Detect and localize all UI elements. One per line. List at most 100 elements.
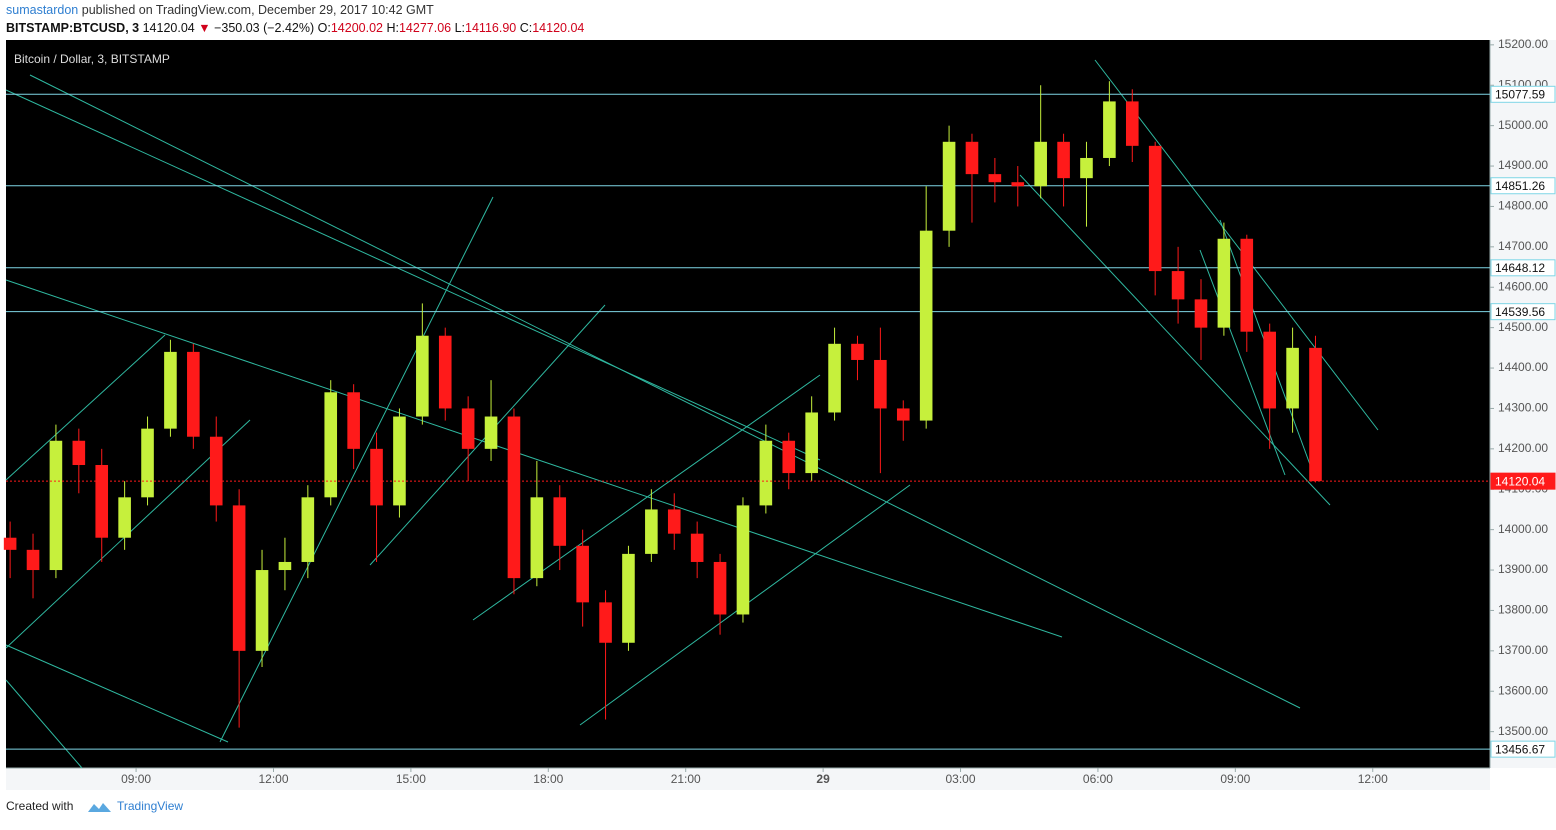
candle-body	[759, 440, 773, 506]
candle-body	[1286, 347, 1299, 409]
candle-body	[1263, 331, 1276, 409]
candle-body	[278, 561, 292, 571]
tradingview-link[interactable]: TradingView	[117, 799, 183, 813]
candle-body	[416, 335, 429, 417]
y-tick-label: 14800.00	[1498, 199, 1548, 213]
o-label: O:	[318, 21, 331, 35]
candle-body	[576, 545, 589, 603]
candle-body	[507, 416, 521, 579]
candle-body	[301, 497, 315, 562]
price-level-tag	[1490, 177, 1556, 195]
y-tick-label: 15000.00	[1498, 118, 1548, 132]
last: 14120.04	[143, 21, 195, 35]
change: −350.03 (−2.42%)	[214, 21, 314, 35]
candle-body	[1103, 101, 1116, 158]
y-tick-label: 13800.00	[1498, 603, 1548, 617]
candle-body	[690, 533, 704, 562]
candle-body	[1148, 145, 1162, 272]
x-tick-label: 29	[816, 772, 830, 786]
candle-body	[1240, 238, 1254, 332]
price-axis	[1490, 40, 1556, 768]
price-level-tag	[1490, 303, 1556, 321]
o-value: 14200.02	[331, 21, 383, 35]
candle-body	[72, 440, 86, 466]
h-value: 14277.06	[399, 21, 451, 35]
price-level-tag	[1490, 740, 1556, 758]
trend-line	[472, 374, 821, 621]
trend-line	[5, 279, 1063, 638]
y-tick-label: 14500.00	[1498, 320, 1548, 334]
candle-body	[164, 351, 177, 429]
x-tick-label: 09:00	[121, 772, 151, 786]
trend-line	[29, 74, 1301, 709]
y-tick-label: 13900.00	[1498, 562, 1548, 576]
candle-body	[1011, 182, 1025, 187]
y-tick-label: 14400.00	[1498, 360, 1548, 374]
x-tick-label: 18:00	[533, 772, 563, 786]
candle-body	[255, 570, 269, 651]
price-level-label: 14648.12	[1495, 261, 1545, 275]
candle-body	[1171, 271, 1185, 300]
x-tick-label: 06:00	[1083, 772, 1113, 786]
candle-body	[232, 505, 246, 651]
quote-line: BITSTAMP:BTCUSD, 3 14120.04 ▼ −350.03 (−…	[6, 21, 584, 35]
candle-body	[324, 392, 338, 498]
candle-body	[965, 141, 979, 175]
candle-body	[667, 509, 681, 534]
trend-line	[5, 89, 821, 461]
y-tick-label: 14900.00	[1498, 158, 1548, 172]
trend-line	[1094, 59, 1379, 431]
y-tick-label: 13700.00	[1498, 643, 1548, 657]
candle-body	[1217, 238, 1231, 328]
x-tick-label: 12:00	[1358, 772, 1388, 786]
price-level-tag	[1490, 85, 1556, 103]
l-label: L:	[455, 21, 465, 35]
created-with: Created with	[6, 799, 73, 813]
publish-line: sumastardon published on TradingView.com…	[6, 3, 434, 17]
candle-body	[530, 497, 544, 579]
y-tick-label: 14600.00	[1498, 279, 1548, 293]
down-arrow: ▼	[198, 21, 210, 35]
candle-body	[3, 537, 17, 550]
candle-body	[1309, 347, 1322, 482]
trend-line	[1019, 174, 1331, 506]
h-label: H:	[386, 21, 399, 35]
y-tick-label: 14000.00	[1498, 522, 1548, 536]
candle-body	[209, 436, 223, 506]
candle-body	[1194, 299, 1208, 328]
x-tick-label: 09:00	[1220, 772, 1250, 786]
candle-body	[1034, 141, 1047, 187]
candle-body	[851, 343, 864, 360]
y-tick-label: 14200.00	[1498, 441, 1548, 455]
x-tick-label: 03:00	[946, 772, 976, 786]
candle-body	[919, 230, 933, 421]
price-level-label: 14539.56	[1495, 305, 1545, 319]
x-tick-label: 12:00	[258, 772, 288, 786]
candle-body	[438, 335, 452, 409]
y-tick-label: 14300.00	[1498, 401, 1548, 415]
candle-body	[553, 497, 567, 546]
candle-body	[713, 561, 727, 615]
author[interactable]: sumastardon	[6, 3, 78, 17]
candle-body	[599, 602, 612, 643]
candle-body	[645, 509, 658, 554]
price-level-label: 15077.59	[1495, 87, 1545, 101]
c-label: C:	[520, 21, 533, 35]
candle-body	[26, 549, 40, 571]
candle-body	[1080, 157, 1093, 179]
last-price-tag	[1490, 472, 1556, 490]
candle-body	[622, 553, 635, 643]
y-tick-label: 15200.00	[1498, 37, 1548, 51]
candle-body	[782, 440, 796, 474]
candle-body	[393, 416, 406, 506]
trend-line	[5, 334, 166, 481]
price-level-label: 13456.67	[1495, 742, 1545, 756]
candle-body	[187, 351, 200, 437]
candle-body	[484, 416, 498, 449]
candle-body	[805, 412, 818, 474]
candle-body	[461, 408, 475, 449]
candle-body	[896, 408, 910, 421]
candle-body	[1125, 101, 1139, 146]
trend-line	[219, 196, 494, 743]
candle-body	[988, 174, 1002, 183]
